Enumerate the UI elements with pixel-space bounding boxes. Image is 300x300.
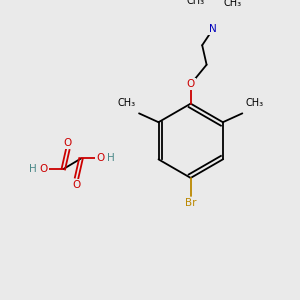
Text: Br: Br (185, 198, 197, 208)
Text: N: N (209, 24, 217, 34)
Text: CH₃: CH₃ (223, 0, 241, 8)
Text: CH₃: CH₃ (117, 98, 136, 108)
Text: O: O (187, 79, 195, 89)
Text: O: O (96, 154, 105, 164)
Text: H: H (107, 154, 115, 164)
Text: O: O (40, 164, 48, 174)
Text: CH₃: CH₃ (246, 98, 264, 108)
Text: O: O (73, 180, 81, 190)
Text: O: O (64, 138, 72, 148)
Text: CH₃: CH₃ (186, 0, 204, 6)
Text: H: H (29, 164, 37, 174)
